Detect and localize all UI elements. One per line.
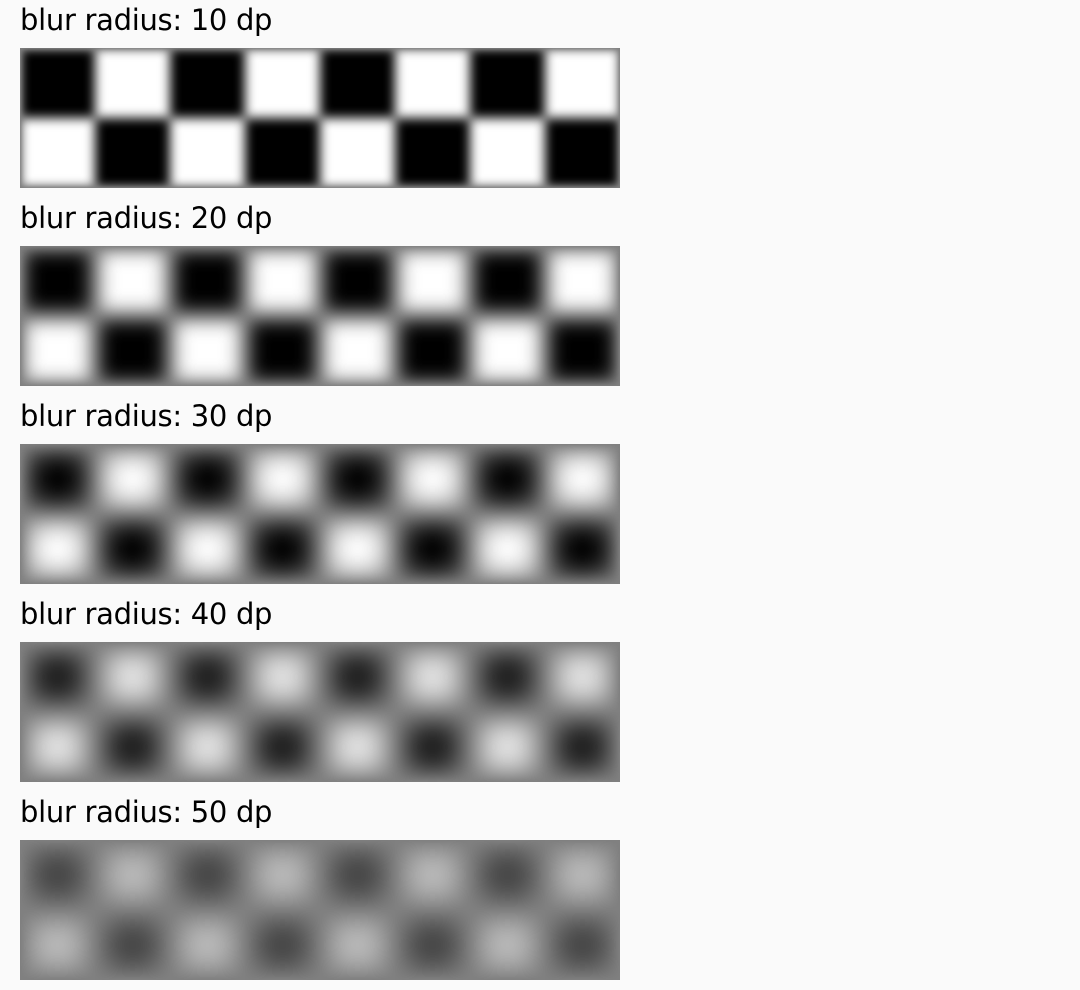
blur-sample: blur radius: 40 dp [20,594,620,792]
checkerboard-canvas [20,444,620,584]
checkerboard-canvas [20,840,620,980]
blur-sample: blur radius: 50 dp [20,792,620,990]
checkerboard-canvas [20,246,620,386]
blurred-checkerboard [20,642,620,782]
blur-sample: blur radius: 30 dp [20,396,620,594]
blurred-checkerboard [20,840,620,980]
checkerboard-canvas [20,642,620,782]
blur-radius-label: blur radius: 20 dp [20,201,273,235]
blurred-checkerboard [20,246,620,386]
blur-sample: blur radius: 20 dp [20,198,620,396]
blur-radius-label: blur radius: 40 dp [20,597,273,631]
blur-radius-label: blur radius: 50 dp [20,795,273,829]
blur-radius-label: blur radius: 30 dp [20,399,273,433]
blurred-checkerboard [20,444,620,584]
checkerboard-canvas [20,48,620,188]
blur-sample: blur radius: 10 dp [20,0,620,198]
blur-radius-label: blur radius: 10 dp [20,3,273,37]
blur-sample-list: blur radius: 10 dp blur radius: 20 dp bl… [20,0,620,990]
blurred-checkerboard [20,48,620,188]
